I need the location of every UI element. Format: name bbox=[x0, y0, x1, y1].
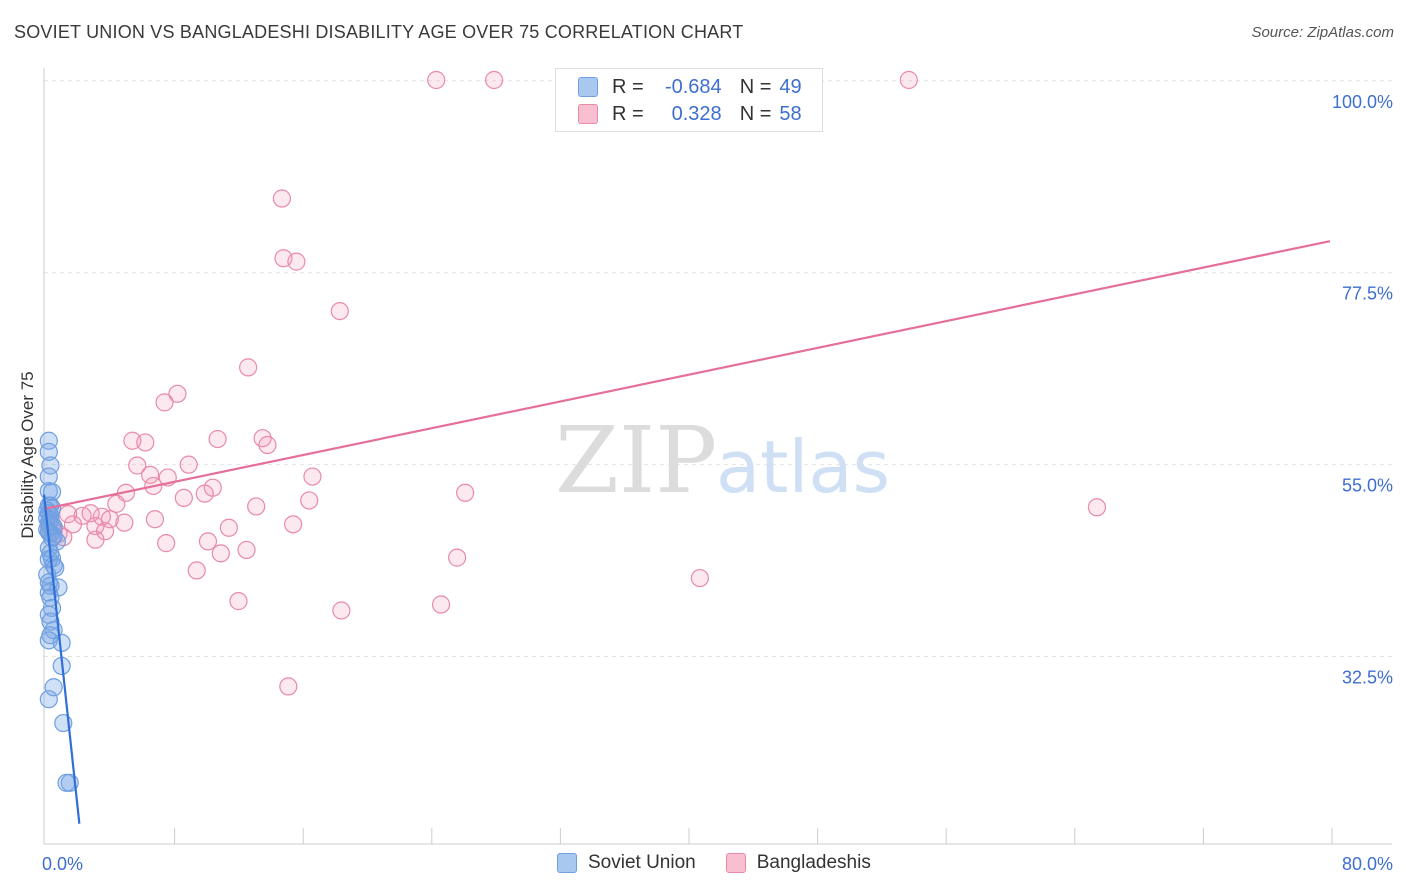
soviet-union-point bbox=[39, 690, 58, 709]
axis-layer bbox=[43, 68, 1392, 845]
bangladeshis-point bbox=[59, 505, 78, 524]
bangladeshis-point bbox=[229, 592, 248, 611]
legend-r-value: -0.684 bbox=[664, 75, 722, 98]
bangladeshis-point bbox=[168, 384, 187, 403]
legend-r-value: 0.328 bbox=[671, 102, 722, 125]
bangladeshis-point bbox=[136, 433, 155, 452]
bangladeshis-trendline bbox=[43, 240, 1331, 511]
bangladeshis-point bbox=[899, 70, 918, 90]
bangladeshis-point bbox=[115, 513, 134, 532]
bangladeshis-point bbox=[187, 561, 206, 580]
points-layer bbox=[38, 70, 1107, 792]
bangladeshis-point bbox=[1087, 498, 1107, 517]
bangladeshis-point bbox=[330, 301, 349, 321]
legend-row-soviet-union: R = -0.684 N = 49 bbox=[578, 74, 802, 100]
legend-row-bangladeshis: R = 0.328 N = 58 bbox=[578, 101, 802, 127]
bangladeshis-point bbox=[86, 530, 105, 549]
watermark-zip: ZIP bbox=[555, 407, 717, 514]
bangladeshis-point bbox=[107, 494, 126, 513]
y-tick-label: 32.5% bbox=[1342, 668, 1393, 688]
bangladeshis-point bbox=[239, 358, 258, 377]
series-swatch-pink bbox=[725, 853, 746, 873]
bangladeshis-point bbox=[303, 467, 322, 486]
trend-layer bbox=[42, 240, 1331, 824]
bangladeshis-point bbox=[198, 532, 218, 551]
bangladeshis-point bbox=[174, 488, 193, 507]
bangladeshis-point bbox=[300, 491, 319, 510]
grid-layer bbox=[44, 80, 1392, 658]
y-tick-label: 100.0% bbox=[1332, 92, 1393, 112]
bangladeshis-point bbox=[81, 504, 100, 523]
bangladeshis-point bbox=[157, 534, 176, 553]
bangladeshis-point bbox=[431, 595, 451, 614]
series-legend-soviet-union: Soviet Union bbox=[557, 852, 696, 874]
bangladeshis-point bbox=[237, 540, 256, 560]
bangladeshis-point bbox=[219, 518, 238, 537]
bangladeshis-point bbox=[145, 510, 165, 529]
bangladeshis-point bbox=[195, 484, 214, 503]
legend-swatch-blue bbox=[578, 77, 598, 97]
watermark-atlas: atlas bbox=[716, 425, 890, 509]
bangladeshis-point bbox=[155, 393, 174, 412]
bangladeshis-point bbox=[485, 70, 504, 90]
bangladeshis-point bbox=[287, 252, 306, 271]
y-tick-label: 77.5% bbox=[1342, 284, 1393, 304]
y-axis-title: Disability Age Over 75 bbox=[18, 371, 37, 538]
bangladeshis-point bbox=[284, 515, 303, 534]
x-tick-label: 80.0% bbox=[1342, 854, 1393, 874]
source-label: Source: ZipAtlas.com bbox=[1251, 24, 1394, 41]
label-layer: 32.5% 55.0% 77.5% 100.0% 0.0% 80.0% Disability… bbox=[18, 92, 1393, 874]
series-label: Soviet Union bbox=[588, 852, 696, 873]
bangladeshis-point bbox=[140, 465, 160, 484]
legend-n-value: 58 bbox=[779, 102, 802, 125]
bangladeshis-point bbox=[279, 677, 298, 696]
legend-n-value: 49 bbox=[779, 75, 802, 98]
soviet-union-point bbox=[39, 442, 58, 461]
bangladeshis-point bbox=[211, 544, 230, 563]
x-tick-label: 0.0% bbox=[42, 854, 83, 874]
series-legend: Soviet Union Bangladeshis bbox=[557, 852, 901, 874]
soviet-union-point bbox=[42, 482, 62, 502]
bangladeshis-point bbox=[332, 601, 351, 620]
legend-swatch-pink bbox=[578, 104, 598, 124]
soviet-union-point bbox=[44, 678, 63, 697]
bangladeshis-point bbox=[128, 456, 147, 475]
bangladeshis-point bbox=[63, 515, 83, 534]
series-swatch-blue bbox=[557, 853, 577, 873]
series-legend-bangladeshis: Bangladeshis bbox=[725, 852, 871, 874]
y-tick-label: 55.0% bbox=[1342, 476, 1393, 496]
bangladeshis-point bbox=[427, 70, 446, 90]
bangladeshis-point bbox=[208, 429, 227, 449]
bangladeshis-point bbox=[247, 497, 266, 516]
soviet-union-trendline bbox=[42, 494, 81, 824]
stats-legend: R = -0.684 N = 49 R = 0.328 N = 58 bbox=[555, 68, 823, 132]
bangladeshis-point bbox=[272, 189, 292, 208]
bangladeshis-point bbox=[448, 548, 467, 567]
legend-r-label: R = bbox=[612, 102, 644, 125]
bangladeshis-point bbox=[690, 568, 709, 588]
legend-n-label: N = bbox=[739, 102, 772, 125]
legend-n-label: N = bbox=[739, 75, 772, 98]
chart-title: SOVIET UNION VS BANGLADESHI DISABILITY A… bbox=[14, 22, 744, 42]
bangladeshis-point bbox=[258, 435, 277, 455]
bangladeshis-point bbox=[179, 455, 198, 474]
legend-r-label: R = bbox=[612, 75, 644, 98]
soviet-union-point bbox=[39, 467, 58, 486]
series-label: Bangladeshis bbox=[756, 852, 871, 873]
bangladeshis-point bbox=[456, 483, 475, 502]
